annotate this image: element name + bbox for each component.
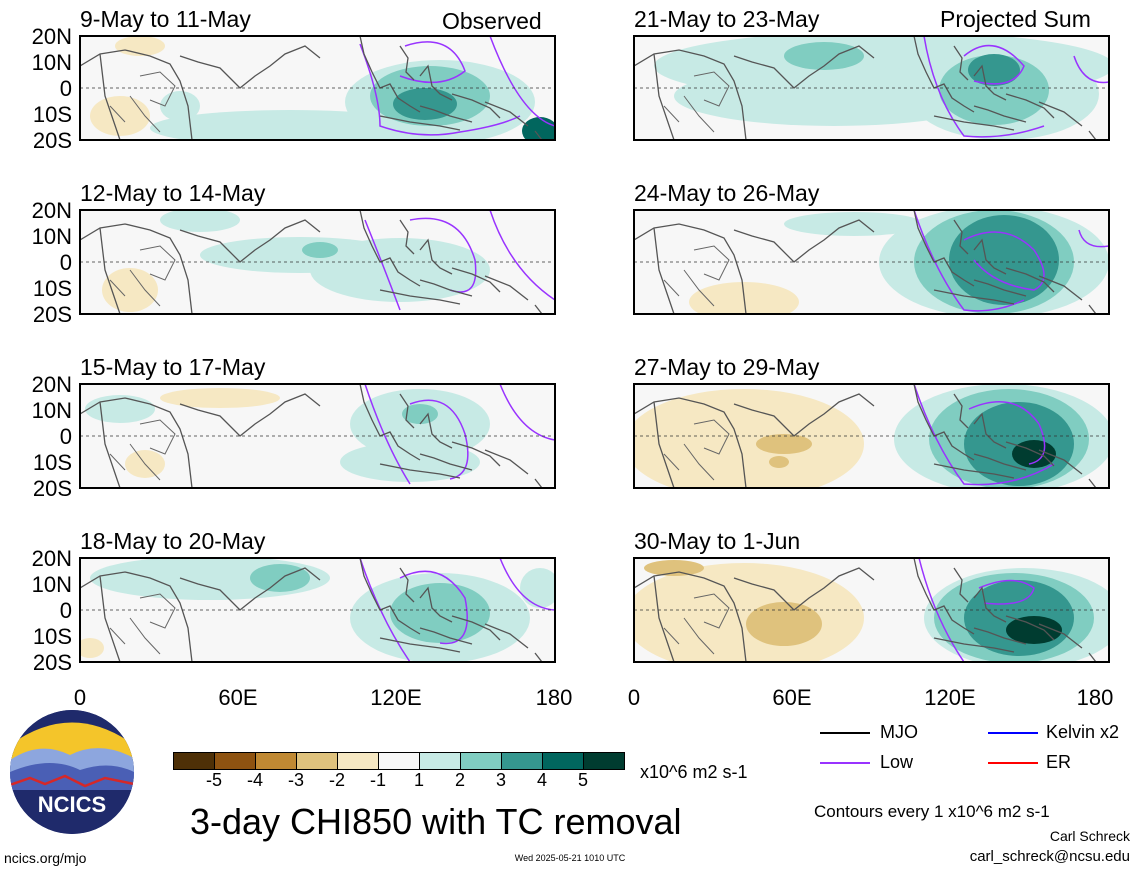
panel-title: 24-May to 26-May [634,180,820,206]
colorbar-units: x10^6 m2 s-1 [640,762,748,782]
legend-er: ER [1046,752,1072,772]
lat-label: 0 [59,250,72,275]
ncics-logo: NCICS [10,710,134,834]
lat-label: 20N [31,198,72,223]
lat-label: 10N [31,224,72,249]
colorbar-swatch [419,752,461,770]
lon-label: 0 [627,685,641,710]
colorbar-swatch [173,752,215,770]
footer-timestamp: Wed 2025-05-21 1010 UTC [514,853,626,863]
lon-label: 60E [772,685,812,710]
low-line-swatch [820,762,870,764]
credit-email: carl_schreck@ncsu.edu [969,848,1130,865]
contour-note: Contours every 1 x10^6 m2 s-1 [814,802,1050,821]
panel-title: 9-May to 11-May [80,6,251,32]
panel-label-projected: Projected Sum [940,6,1091,32]
lon-label: 180 [535,685,573,710]
main-title: 3-day CHI850 with TC removal [190,801,682,842]
legend-kelvin: Kelvin x2 [1046,722,1120,742]
panel-title: 15-May to 17-May [80,354,266,380]
colorbar-label: -4 [246,770,263,790]
legend-mjo: MJO [880,722,918,742]
lat-label: 10S [32,102,72,127]
map-panel-1 [80,36,555,140]
colorbar-swatch [501,752,543,770]
footer-url[interactable]: ncics.org/mjo [4,850,87,866]
panel-title: 30-May to 1-Jun [634,528,801,554]
panel-title: 12-May to 14-May [80,180,266,206]
colorbar-swatch [583,752,625,770]
map-panel-2 [634,36,1109,140]
lat-label: 20S [32,128,72,153]
map-panel-6 [634,384,1109,488]
panel-label-observed: Observed [442,8,542,34]
ncics-logo-text: NCICS [37,792,107,817]
colorbar-label: -5 [205,770,222,790]
er-line-swatch [988,762,1038,764]
map-panel-3 [80,210,555,314]
lat-label: 20S [32,476,72,501]
panel-title: 27-May to 29-May [634,354,820,380]
lon-label: 180 [1076,685,1114,710]
colorbar-swatch [460,752,502,770]
colorbar-label: 3 [495,770,506,790]
lat-label: 0 [59,76,72,101]
lat-label: 20N [31,24,72,49]
map-panel-4 [634,210,1109,314]
lon-label: 0 [73,685,87,710]
lat-label: 10N [31,572,72,597]
lat-label: 0 [59,424,72,449]
lat-label: 10S [32,276,72,301]
lat-label: 20N [31,546,72,571]
colorbar-swatch [255,752,297,770]
colorbar-swatch [378,752,420,770]
lon-label: 120E [924,685,976,710]
legend-low: Low [880,752,914,772]
panel-title: 21-May to 23-May [634,6,820,32]
lat-label: 10N [31,398,72,423]
colorbar-label: -1 [369,770,386,790]
panel-title: 18-May to 20-May [80,528,266,554]
colorbar-label: 2 [454,770,465,790]
colorbar-swatch [296,752,338,770]
map-panel-5 [80,384,555,488]
map-panel-8 [634,558,1109,662]
colorbar-label: -2 [328,770,345,790]
colorbar-swatch [214,752,256,770]
kelvin-line-swatch [988,732,1038,734]
colorbar-label: 5 [577,770,588,790]
lat-label: 10S [32,450,72,475]
map-panel-7 [80,558,555,662]
colorbar-swatch [542,752,584,770]
colorbar-label: 1 [413,770,424,790]
lat-label: 20S [32,302,72,327]
credit-name: Carl Schreck [1049,828,1130,844]
lon-label: 60E [218,685,258,710]
lat-label: 10N [31,50,72,75]
colorbar-swatch [337,752,379,770]
lon-label: 120E [370,685,422,710]
lat-label: 10S [32,624,72,649]
mjo-line-swatch [820,732,870,734]
lat-label: 0 [59,598,72,623]
lat-label: 20N [31,372,72,397]
colorbar-label: 4 [536,770,547,790]
lat-label: 20S [32,650,72,675]
colorbar-label: -3 [287,770,304,790]
